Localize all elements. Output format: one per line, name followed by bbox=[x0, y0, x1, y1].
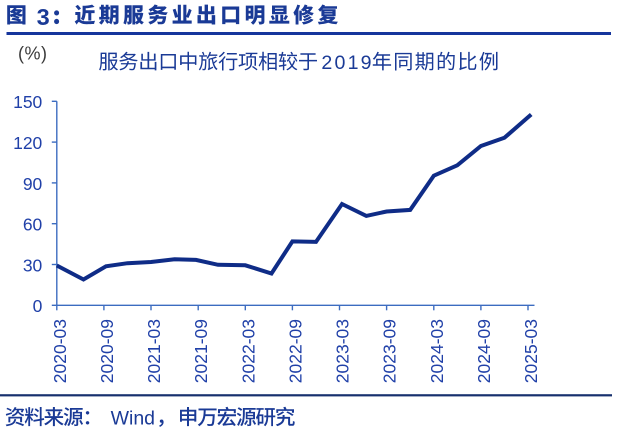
svg-text:2023-09: 2023-09 bbox=[380, 319, 400, 383]
svg-text:2023-03: 2023-03 bbox=[333, 319, 353, 383]
svg-text:2021-09: 2021-09 bbox=[191, 319, 211, 383]
svg-text:2019: 2019 bbox=[321, 52, 373, 74]
svg-text:0: 0 bbox=[33, 296, 43, 316]
svg-text:2020-09: 2020-09 bbox=[97, 319, 117, 383]
svg-text:2021-03: 2021-03 bbox=[144, 319, 164, 383]
svg-text:60: 60 bbox=[23, 215, 43, 235]
svg-text:(%): (%) bbox=[18, 44, 48, 64]
svg-text:2022-03: 2022-03 bbox=[238, 319, 258, 383]
svg-text:120: 120 bbox=[13, 133, 42, 153]
svg-text:Wind: Wind bbox=[111, 407, 155, 429]
svg-text:90: 90 bbox=[23, 174, 43, 194]
svg-text:2024-09: 2024-09 bbox=[474, 319, 494, 383]
svg-text:2022-09: 2022-09 bbox=[285, 319, 305, 383]
svg-text:150: 150 bbox=[13, 92, 42, 112]
svg-text:30: 30 bbox=[23, 255, 43, 275]
svg-text:2025-03: 2025-03 bbox=[521, 319, 541, 383]
svg-text:2024-03: 2024-03 bbox=[427, 319, 447, 383]
svg-text:2020-03: 2020-03 bbox=[50, 319, 70, 383]
svg-text:3: 3 bbox=[37, 4, 50, 30]
